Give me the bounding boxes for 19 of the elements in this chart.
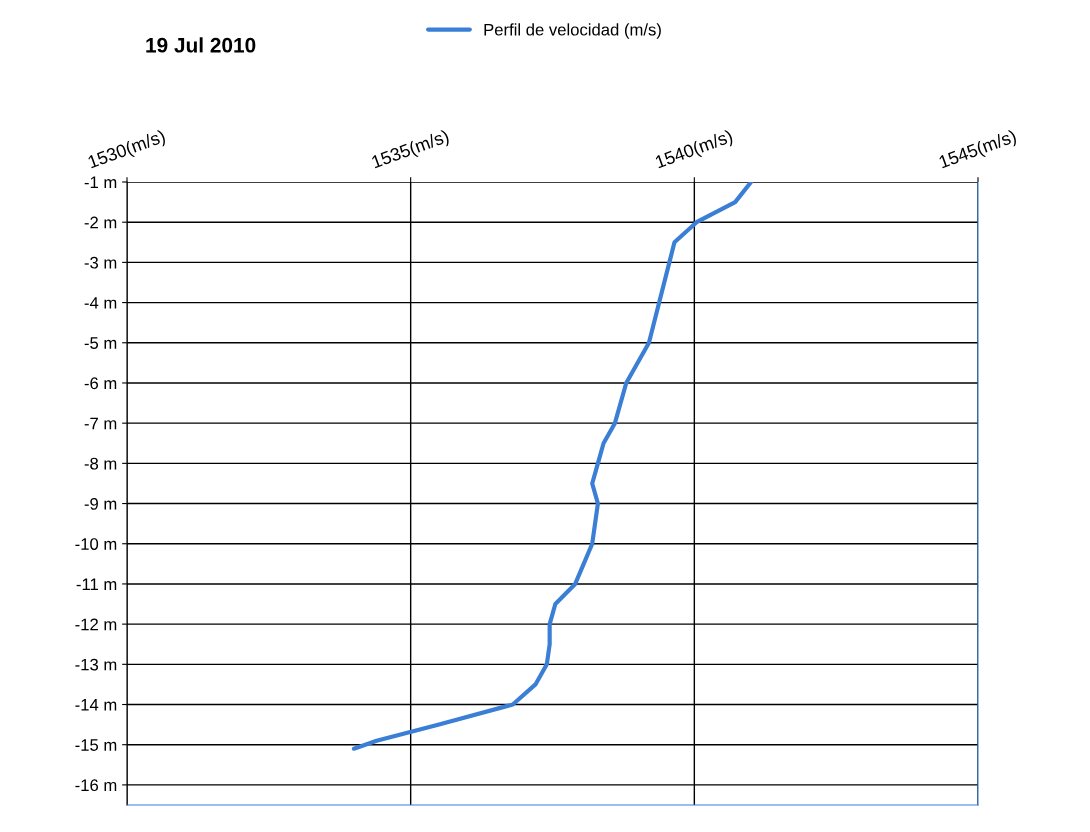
y-tick-label: -5 m (84, 337, 117, 349)
y-tick-label: -2 m (84, 216, 117, 229)
y-tick-label: -9 m (84, 497, 117, 510)
y-tick-label: -15 m (75, 739, 117, 751)
y-tick-label: -14 m (75, 699, 117, 711)
y-tick-label: -13 m (75, 658, 117, 671)
y-tick-label: -3 m (84, 256, 117, 269)
y-tick-label: -4 m (84, 297, 117, 309)
y-tick-label: -7 m (84, 417, 117, 430)
y-tick-label: -8 m (84, 457, 117, 470)
y-tick-label: -10 m (75, 538, 117, 550)
y-tick-label: -12 m (75, 618, 117, 631)
y-tick-label: -6 m (84, 377, 117, 390)
y-tick-label: -16 m (75, 779, 117, 792)
legend-label: Perfil de velocidad (m/s) (484, 23, 661, 39)
y-tick-label: -11 m (76, 578, 117, 590)
y-tick-label: -1 m (84, 176, 117, 189)
chart-title: 19 Jul 2010 (146, 37, 256, 53)
line-series (351, 182, 754, 751)
